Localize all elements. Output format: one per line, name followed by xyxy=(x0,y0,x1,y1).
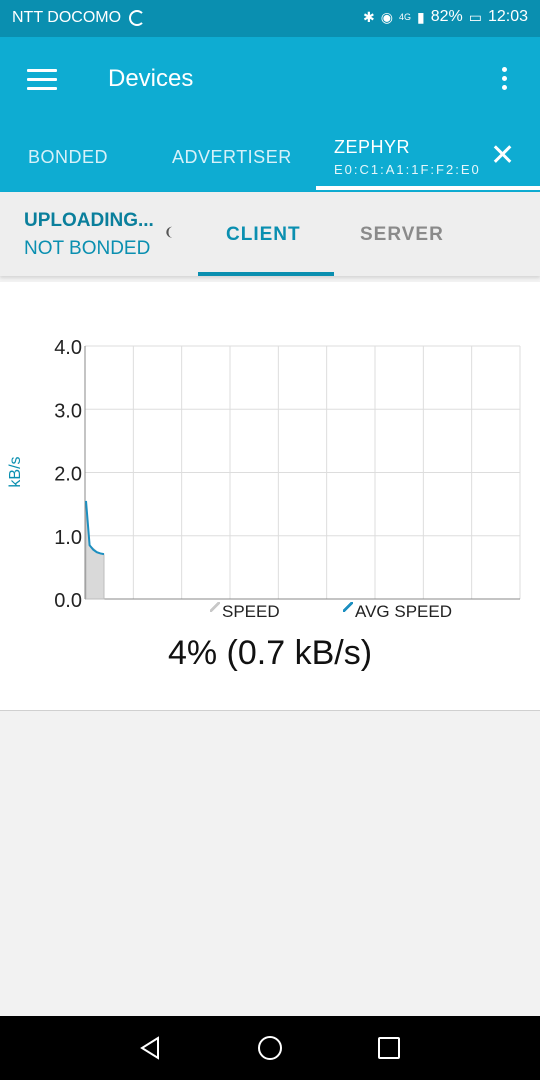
tab-zephyr[interactable]: ZEPHYR E0:C1:A1:1F:F2:E0 xyxy=(334,137,481,177)
subtab-indicator xyxy=(198,272,334,276)
close-tab-icon[interactable]: ✕ xyxy=(490,139,516,172)
recent-apps-icon[interactable] xyxy=(378,1037,400,1059)
tab-client[interactable]: CLIENT xyxy=(226,224,301,245)
system-nav-bar xyxy=(0,1016,540,1080)
app-bar: Devices BONDED ADVERTISER ZEPHYR E0:C1:A… xyxy=(0,37,540,192)
network-type: 4G xyxy=(398,12,411,22)
battery-percent: 82% xyxy=(430,8,463,25)
device-tab-name: ZEPHYR xyxy=(334,137,411,157)
back-icon[interactable] xyxy=(138,1036,162,1060)
tab-indicator xyxy=(316,186,540,190)
y-tick-label: 4.0 xyxy=(54,337,82,359)
sync-icon xyxy=(129,10,145,26)
y-tick-label: 3.0 xyxy=(54,400,82,422)
device-tab-address: E0:C1:A1:1F:F2:E0 xyxy=(334,162,481,177)
legend-speed-swatch xyxy=(210,602,220,612)
legend-avg-swatch xyxy=(343,602,353,612)
y-tick-label: 2.0 xyxy=(54,464,82,486)
status-bar: NTT DOCOMO ✱ ◉ 4G ▮ 82% ▭ 12:03 xyxy=(0,0,540,37)
tab-bonded[interactable]: BONDED xyxy=(28,147,109,167)
clock: 12:03 xyxy=(487,8,528,25)
carrier-name: NTT DOCOMO xyxy=(12,9,122,26)
bluetooth-icon: ✱ xyxy=(363,8,375,25)
y-tick-label: 0.0 xyxy=(54,590,82,612)
tab-advertiser[interactable]: ADVERTISER xyxy=(172,147,292,167)
speed-chart: 0.0 1.0 2.0 3.0 4.0 kB/s xyxy=(7,337,521,612)
legend-avg-label: AVG SPEED xyxy=(355,602,452,621)
scroll-hint-icon: ❨ xyxy=(164,225,175,239)
overflow-menu-icon[interactable] xyxy=(502,67,512,95)
signal-icon: ▮ xyxy=(416,8,425,25)
legend-speed-label: SPEED xyxy=(222,602,280,621)
upload-card: 0.0 1.0 2.0 3.0 4.0 kB/s SPEED AVG SPEED 4% (… xyxy=(0,282,540,711)
hamburger-menu-icon[interactable] xyxy=(27,69,57,91)
eye-icon: ◉ xyxy=(380,8,393,25)
upload-progress-text: 4% (0.7 kB/s) xyxy=(167,634,373,672)
home-icon[interactable] xyxy=(258,1036,282,1060)
page-title: Devices xyxy=(108,65,194,92)
connection-status: UPLOADING... xyxy=(24,210,154,231)
device-sub-bar: UPLOADING... NOT BONDED ❨ CLIENT SERVER xyxy=(0,192,540,276)
y-axis-label: kB/s xyxy=(7,456,24,487)
bond-status: NOT BONDED xyxy=(24,238,151,259)
status-icons: ✱ ◉ 4G ▮ 82% ▭ 12:03 xyxy=(363,8,528,26)
battery-icon: ▭ xyxy=(468,8,482,25)
tab-server[interactable]: SERVER xyxy=(360,224,444,245)
avg-speed-series-line xyxy=(85,500,105,556)
y-tick-label: 1.0 xyxy=(54,527,82,549)
